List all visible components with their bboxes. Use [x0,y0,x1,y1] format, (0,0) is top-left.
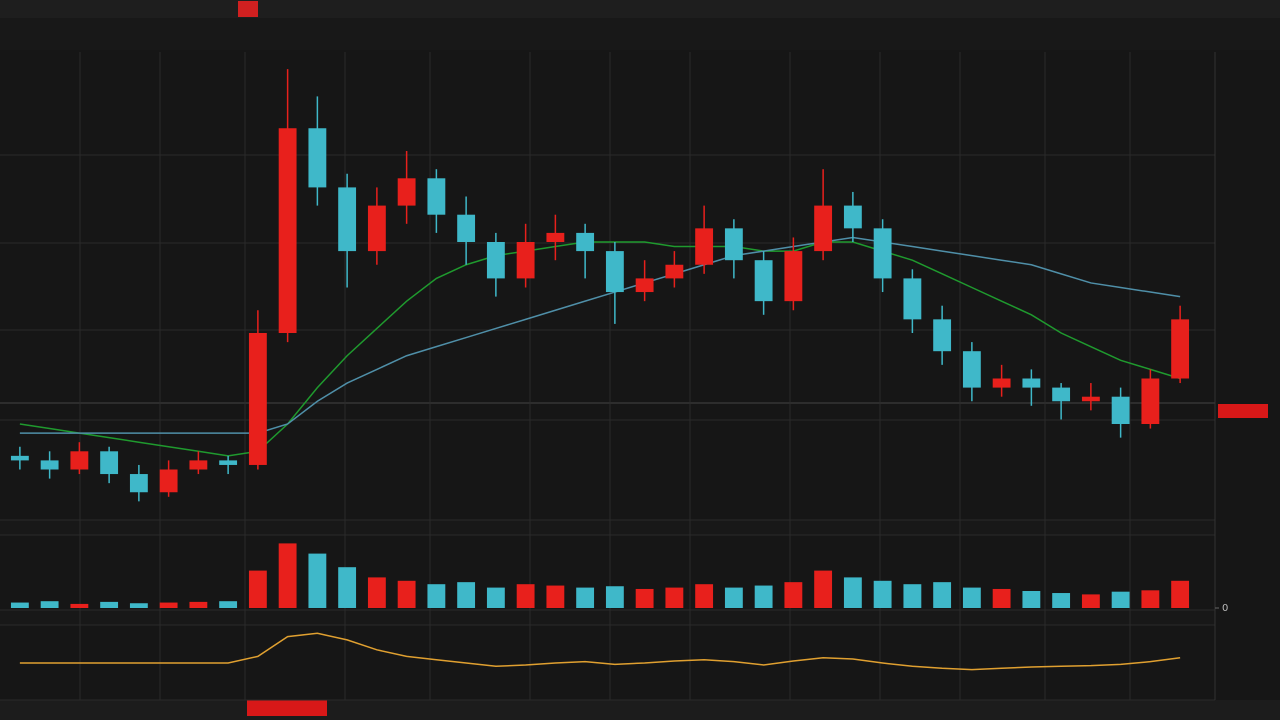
volume-bar [992,588,1011,608]
candle-body [516,242,535,279]
volume-bar [605,586,624,608]
candle-body [576,232,595,252]
candle-body [814,205,833,252]
volume-bar [516,584,535,608]
volume-bar [1141,590,1160,608]
price-tag [1218,404,1268,418]
volume-bar [724,587,743,608]
candle-body [695,228,714,265]
volume-tick-label: 0 [1222,603,1228,614]
candle-body [219,460,238,465]
volume-bar [100,601,119,608]
candle-body [486,242,505,279]
volume-bar [665,587,684,608]
volume-bar [457,582,476,608]
volume-bar [933,582,952,608]
macd-line [19,632,1181,671]
macd-header [0,610,1215,625]
volume-bar [1052,593,1071,608]
candle-body [100,451,119,475]
candle-body [933,319,952,352]
volume-bar [576,587,595,608]
volume-bar [338,567,357,608]
moving-average [19,241,1181,457]
volume-bar [397,580,416,608]
volume-bar [843,577,862,608]
candle-body [1081,396,1100,402]
candle-body [635,278,654,293]
volume-bar [189,601,208,608]
volume-bar [1111,591,1130,608]
volume-bar [754,585,773,608]
candle-body [338,187,357,252]
volume-bar [40,601,59,608]
volume-bar [367,577,386,608]
moving-average [19,236,1181,434]
volume-header [0,520,1215,535]
volume-bar [635,588,654,608]
volume-bar [1171,580,1190,608]
candle-body [754,260,773,302]
toolbar [0,0,1280,18]
volume-bar [308,553,327,608]
candle-body [129,474,148,493]
indicator-bar [0,18,1280,50]
volume-bar [10,602,29,608]
candle-body [903,278,922,320]
candle-body [457,214,476,242]
candle-body [70,451,89,470]
volume-bar [427,584,446,608]
candle-body [397,178,416,206]
volume-bar [873,580,892,608]
candle-body [367,205,386,252]
volume-bar [962,587,981,608]
candle-body [665,264,684,279]
candle-body [784,251,803,302]
volume-bar [486,587,505,608]
volume-bar [70,603,89,608]
candle-body [546,232,565,242]
date-axis [0,700,1280,720]
toolbar-button[interactable] [238,1,258,17]
volume-bar [546,585,565,608]
volume-bar [129,603,148,608]
candle-body [992,378,1011,388]
candle-body [724,228,743,261]
volume-bar [248,570,267,608]
candle-body [1052,387,1071,402]
candle-body [843,205,862,229]
candle-body [1022,378,1041,388]
volume-bar [1022,591,1041,608]
candle-body [873,228,892,279]
volume-bar [695,584,714,608]
candle-body [278,128,297,333]
volume-bar [159,602,178,608]
candle-body [40,460,59,470]
volume-bar [903,584,922,608]
candle-body [189,460,208,470]
candle-body [248,333,267,465]
candle-body [1111,396,1130,424]
volume-bar [1081,594,1100,608]
candle-body [1171,319,1190,379]
candle-body [1141,378,1160,424]
candle-body [10,455,29,461]
volume-bar [219,601,238,608]
candle-body [962,351,981,388]
candle-body [427,178,446,215]
candle-body [308,128,327,188]
date-cursor [247,700,327,716]
volume-bar [784,582,803,608]
candle-body [605,251,624,293]
volume-bar [278,543,297,608]
volume-bar [814,570,833,608]
candle-body [159,469,178,493]
